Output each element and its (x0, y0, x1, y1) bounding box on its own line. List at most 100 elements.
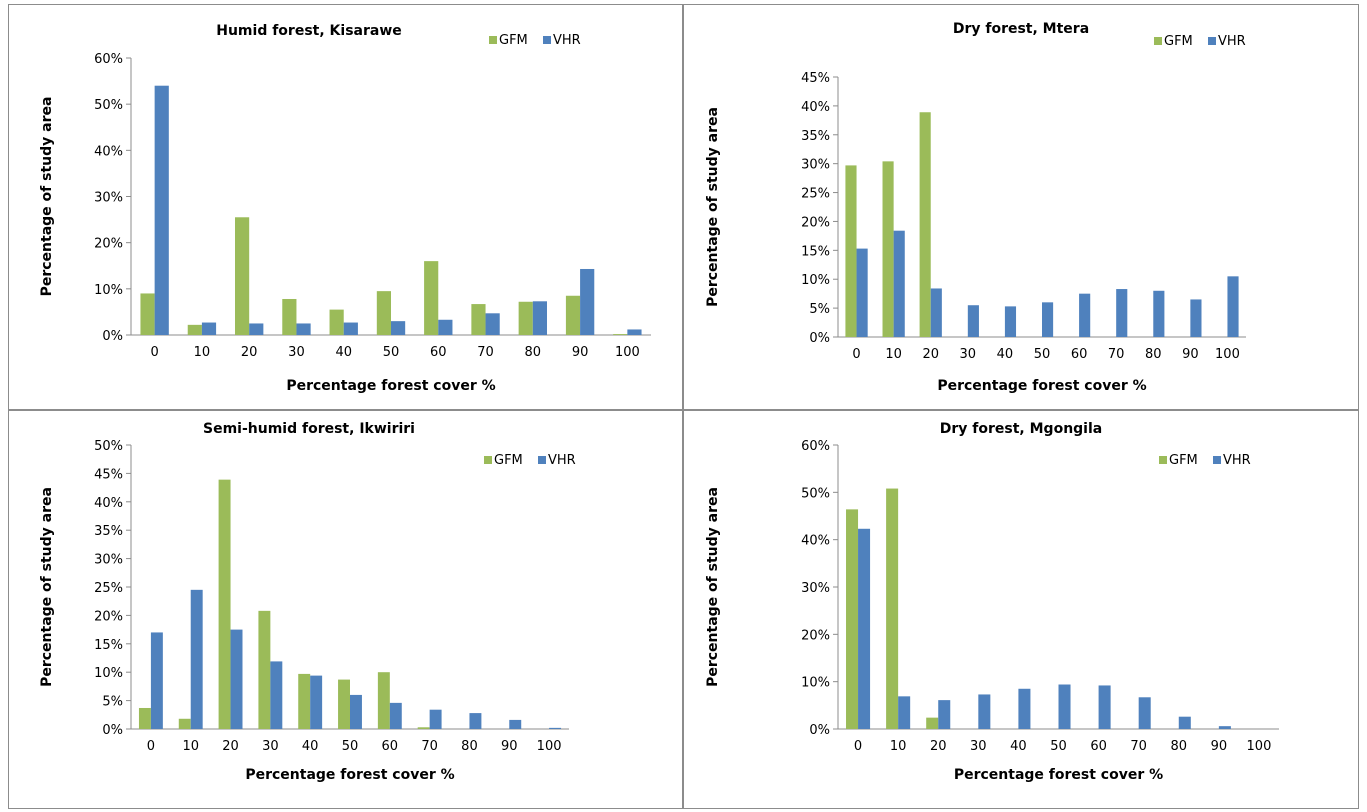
x-tick-label: 50 (1034, 347, 1051, 362)
x-tick-label: 80 (525, 345, 542, 360)
bar-vhr-0 (150, 632, 163, 729)
x-tick-label: 40 (335, 345, 352, 360)
x-tick-label: 10 (890, 739, 907, 754)
bar-chart-3: Dry forest, Mgongila 0% 10% 20% 30% 40% 50% 60%… (705, 421, 1279, 783)
bar-vhr-10 (893, 230, 905, 337)
x-tick-label: 0 (854, 739, 862, 754)
legend-swatch-gfm (484, 456, 492, 464)
y-tick-label: 30% (801, 581, 830, 596)
y-tick-label: 45% (94, 467, 123, 482)
bar-vhr-0 (856, 248, 868, 337)
bar-vhr-50 (1042, 302, 1054, 337)
y-tick-label: 30% (94, 191, 123, 206)
bar-vhr-50 (391, 321, 406, 335)
bar-chart-1: Dry forest, Mtera 0% 5% 10% 15% 20% 25% 30% 35% 4… (705, 21, 1246, 394)
x-tick-label: 40 (1010, 739, 1027, 754)
y-tick-label: 45% (801, 71, 830, 86)
bar-vhr-80 (532, 301, 547, 335)
legend-label-vhr: VHR (1218, 34, 1246, 49)
y-tick-label: 30% (801, 158, 830, 173)
x-tick-label: 20 (222, 739, 239, 754)
y-tick-label: 50% (801, 486, 830, 501)
legend-label-gfm: GFM (1164, 34, 1193, 49)
y-axis-title: Percentage of study area (705, 107, 721, 307)
legend-label-vhr: VHR (553, 33, 581, 48)
bar-vhr-90 (509, 719, 522, 729)
chart-title: Dry forest, Mgongila (940, 421, 1102, 437)
y-tick-label: 10% (801, 273, 830, 288)
y-tick-label: 50% (94, 98, 123, 113)
bar-vhr-90 (580, 268, 595, 335)
y-tick-label: 40% (801, 534, 830, 549)
y-tick-label: 10% (801, 676, 830, 691)
x-axis-title: Percentage forest cover % (245, 767, 454, 783)
y-tick-label: 40% (94, 496, 123, 511)
bar-vhr-90 (1218, 726, 1231, 729)
x-tick-label: 90 (1182, 347, 1199, 362)
bar-gfm-30 (258, 610, 271, 729)
chart-panel-kisarawe: Humid forest, Kisarawe 0% 10% 20% 30% 40% 50% 6… (8, 4, 683, 410)
x-tick-label: 0 (147, 739, 155, 754)
x-tick-label: 60 (1071, 347, 1088, 362)
bar-vhr-20 (230, 629, 243, 729)
x-axis-title: Percentage forest cover % (937, 378, 1146, 394)
bar-gfm-0 (140, 293, 155, 335)
bar-vhr-20 (938, 700, 951, 729)
y-tick-label: 35% (801, 129, 830, 144)
bar-vhr-40 (343, 322, 358, 335)
x-tick-label: 30 (960, 347, 977, 362)
bar-gfm-70 (417, 727, 430, 729)
bar-vhr-20 (249, 323, 264, 335)
y-tick-label: 25% (801, 187, 830, 202)
x-tick-label: 50 (342, 739, 359, 754)
bar-gfm-10 (187, 324, 202, 335)
x-tick-label: 100 (537, 739, 562, 754)
y-axis-title: Percentage of study area (39, 487, 55, 687)
x-tick-label: 90 (572, 345, 589, 360)
x-tick-label: 60 (1090, 739, 1107, 754)
bar-vhr-70 (1138, 697, 1151, 729)
bar-vhr-60 (389, 702, 402, 729)
x-tick-label: 70 (1108, 347, 1125, 362)
x-axis-title: Percentage forest cover % (286, 378, 495, 394)
bar-gfm-0 (846, 509, 859, 729)
bar-gfm-20 (235, 217, 250, 335)
bar-gfm-80 (518, 301, 533, 335)
bar-gfm-70 (471, 304, 486, 335)
x-tick-label: 80 (1170, 739, 1187, 754)
bar-vhr-80 (469, 713, 482, 729)
chart-panel-ikwiriri: Semi-humid forest, Ikwiriri 0% 5% 10% 15% 20%… (8, 410, 683, 809)
x-tick-label: 20 (930, 739, 947, 754)
bar-vhr-60 (1079, 293, 1091, 337)
bar-gfm-30 (282, 298, 297, 335)
y-tick-label: 25% (94, 581, 123, 596)
legend-swatch-vhr (538, 456, 546, 464)
chart-panel-mgongila: Dry forest, Mgongila 0% 10% 20% 30% 40% 50% 60%… (683, 410, 1359, 809)
y-tick-label: 60% (801, 439, 830, 454)
bar-vhr-10 (898, 696, 911, 729)
bar-vhr-80 (1153, 290, 1165, 337)
bar-vhr-60 (1098, 685, 1111, 729)
x-tick-label: 50 (1050, 739, 1067, 754)
bar-vhr-20 (930, 288, 942, 337)
bar-vhr-0 (154, 85, 169, 335)
bar-gfm-20 (919, 112, 931, 337)
x-tick-label: 20 (922, 347, 939, 362)
bar-vhr-60 (438, 319, 453, 335)
x-tick-label: 30 (262, 739, 279, 754)
bar-gfm-0 (138, 707, 151, 729)
bar-gfm-50 (338, 679, 350, 729)
x-tick-label: 30 (970, 739, 987, 754)
x-tick-label: 50 (383, 345, 400, 360)
bar-vhr-70 (429, 709, 442, 729)
y-tick-label: 15% (801, 244, 830, 259)
legend-swatch-vhr (1208, 37, 1216, 45)
x-tick-label: 100 (1247, 739, 1272, 754)
legend-swatch-vhr (1213, 456, 1221, 464)
x-tick-label: 80 (1145, 347, 1162, 362)
x-tick-label: 10 (182, 739, 199, 754)
x-tick-label: 20 (241, 345, 258, 360)
bar-gfm-10 (886, 488, 899, 729)
bar-gfm-40 (329, 309, 344, 335)
bar-gfm-100 (613, 334, 628, 335)
